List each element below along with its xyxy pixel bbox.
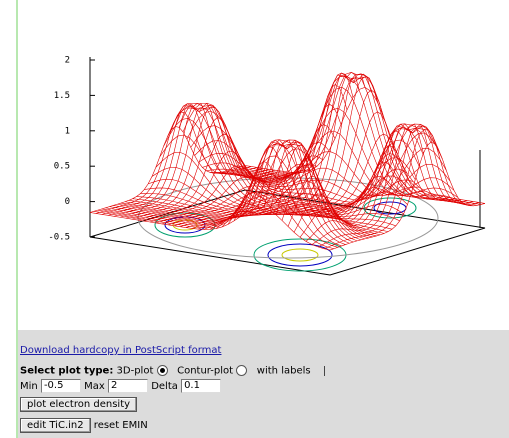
z-tick-label: -0.5	[48, 233, 70, 243]
contour	[267, 243, 333, 267]
max-input[interactable]: 2	[108, 379, 148, 393]
mesh-line	[239, 133, 396, 217]
mesh-line	[229, 74, 470, 207]
mesh-line	[323, 129, 480, 249]
mesh-line	[167, 107, 408, 214]
option-3d-label: 3D-plot	[116, 365, 154, 377]
plot-image: 2 1.5 1 0.5 0 -0.5	[18, 0, 509, 330]
mesh-line	[281, 157, 438, 221]
mesh-line	[311, 123, 468, 245]
mesh-line	[329, 141, 486, 251]
mesh-line	[244, 87, 486, 204]
mesh-line	[213, 130, 455, 196]
with-labels-checkbox[interactable]	[323, 365, 327, 376]
mesh-line	[241, 73, 482, 205]
z-tick-label: 1	[65, 126, 70, 136]
mesh-line	[95, 111, 252, 214]
reset-label: reset EMIN	[93, 420, 148, 431]
z-tick-label: 2	[65, 56, 70, 66]
contour	[363, 197, 417, 219]
mesh-line	[233, 72, 474, 207]
mesh-line	[178, 103, 420, 209]
base-plane	[89, 189, 486, 276]
z-tick-label: 0.5	[54, 162, 70, 172]
mesh-line	[202, 132, 443, 199]
min-input[interactable]: -0.5	[40, 379, 81, 393]
mesh-line	[206, 148, 447, 197]
mesh-line	[217, 107, 459, 198]
mesh-line	[221, 76, 378, 228]
max-label: Max	[84, 381, 105, 392]
radio-contour[interactable]	[236, 365, 248, 376]
option-contour-label: Contur-plot	[177, 365, 234, 377]
mesh-line	[317, 125, 474, 248]
border	[16, 0, 18, 438]
control-panel: Download hardcopy in PostScript format S…	[18, 330, 509, 438]
delta-input[interactable]: 0.1	[181, 379, 222, 393]
z-tick-label: 1.5	[54, 91, 70, 101]
mesh-line	[227, 89, 384, 225]
mesh-line	[171, 105, 412, 213]
mesh-line	[299, 123, 456, 238]
z-tick-label: 0	[65, 197, 70, 207]
delta-label: Delta	[151, 381, 178, 392]
mesh-line	[263, 139, 420, 218]
download-link[interactable]: Download hardcopy in PostScript format	[20, 345, 222, 356]
mesh-line	[305, 123, 462, 242]
select-label: Select plot type:	[20, 365, 114, 377]
radio-3d[interactable]	[156, 365, 168, 376]
surface-mesh	[89, 71, 486, 251]
min-label: Min	[20, 381, 38, 392]
mesh-line	[221, 86, 462, 203]
z-ticks: 2 1.5 1 0.5 0 -0.5	[48, 56, 95, 243]
mesh-line	[225, 76, 466, 205]
axes	[89, 57, 486, 276]
edit-button[interactable]: edit TiC.in2	[20, 418, 91, 433]
with-labels-label: with labels	[256, 365, 311, 377]
mesh-line	[245, 146, 402, 217]
mesh-line	[287, 145, 444, 227]
plot-button[interactable]: plot electron density	[20, 397, 138, 412]
mesh-line	[182, 102, 424, 208]
contour	[172, 219, 198, 231]
contour	[281, 248, 319, 262]
